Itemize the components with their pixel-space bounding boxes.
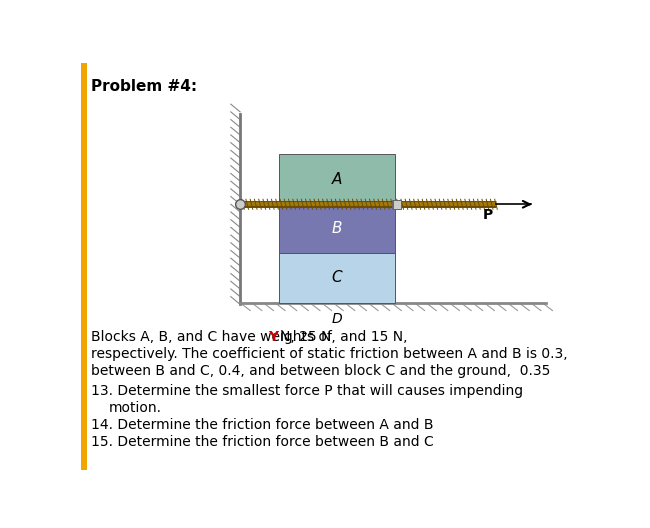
Bar bbox=[392, 200, 400, 209]
Text: Y: Y bbox=[268, 330, 278, 344]
Text: 14. Determine the friction force between A and B: 14. Determine the friction force between… bbox=[91, 418, 434, 432]
Text: P: P bbox=[483, 208, 493, 222]
Text: between B and C, 0.4, and between block C and the ground,  0.35: between B and C, 0.4, and between block … bbox=[91, 364, 551, 378]
Bar bbox=[279, 154, 395, 204]
Bar bbox=[279, 253, 395, 303]
Text: N, 25 N, and 15 N,: N, 25 N, and 15 N, bbox=[280, 330, 408, 344]
Text: respectively. The coefficient of static friction between A and B is 0.3,: respectively. The coefficient of static … bbox=[91, 347, 568, 361]
Text: 15. Determine the friction force between B and C: 15. Determine the friction force between… bbox=[91, 435, 434, 449]
Text: Blocks A, B, and C have weights of: Blocks A, B, and C have weights of bbox=[91, 330, 337, 344]
Text: 13. Determine the smallest force P that will causes impending: 13. Determine the smallest force P that … bbox=[91, 384, 523, 398]
Text: D: D bbox=[332, 312, 343, 326]
Text: Problem #4:: Problem #4: bbox=[91, 79, 198, 94]
Bar bbox=[279, 204, 395, 253]
Bar bbox=[81, 63, 87, 470]
Text: A: A bbox=[332, 172, 342, 187]
Text: B: B bbox=[332, 221, 343, 236]
Text: motion.: motion. bbox=[109, 401, 161, 415]
Text: C: C bbox=[332, 270, 343, 285]
Bar bbox=[393, 200, 400, 209]
